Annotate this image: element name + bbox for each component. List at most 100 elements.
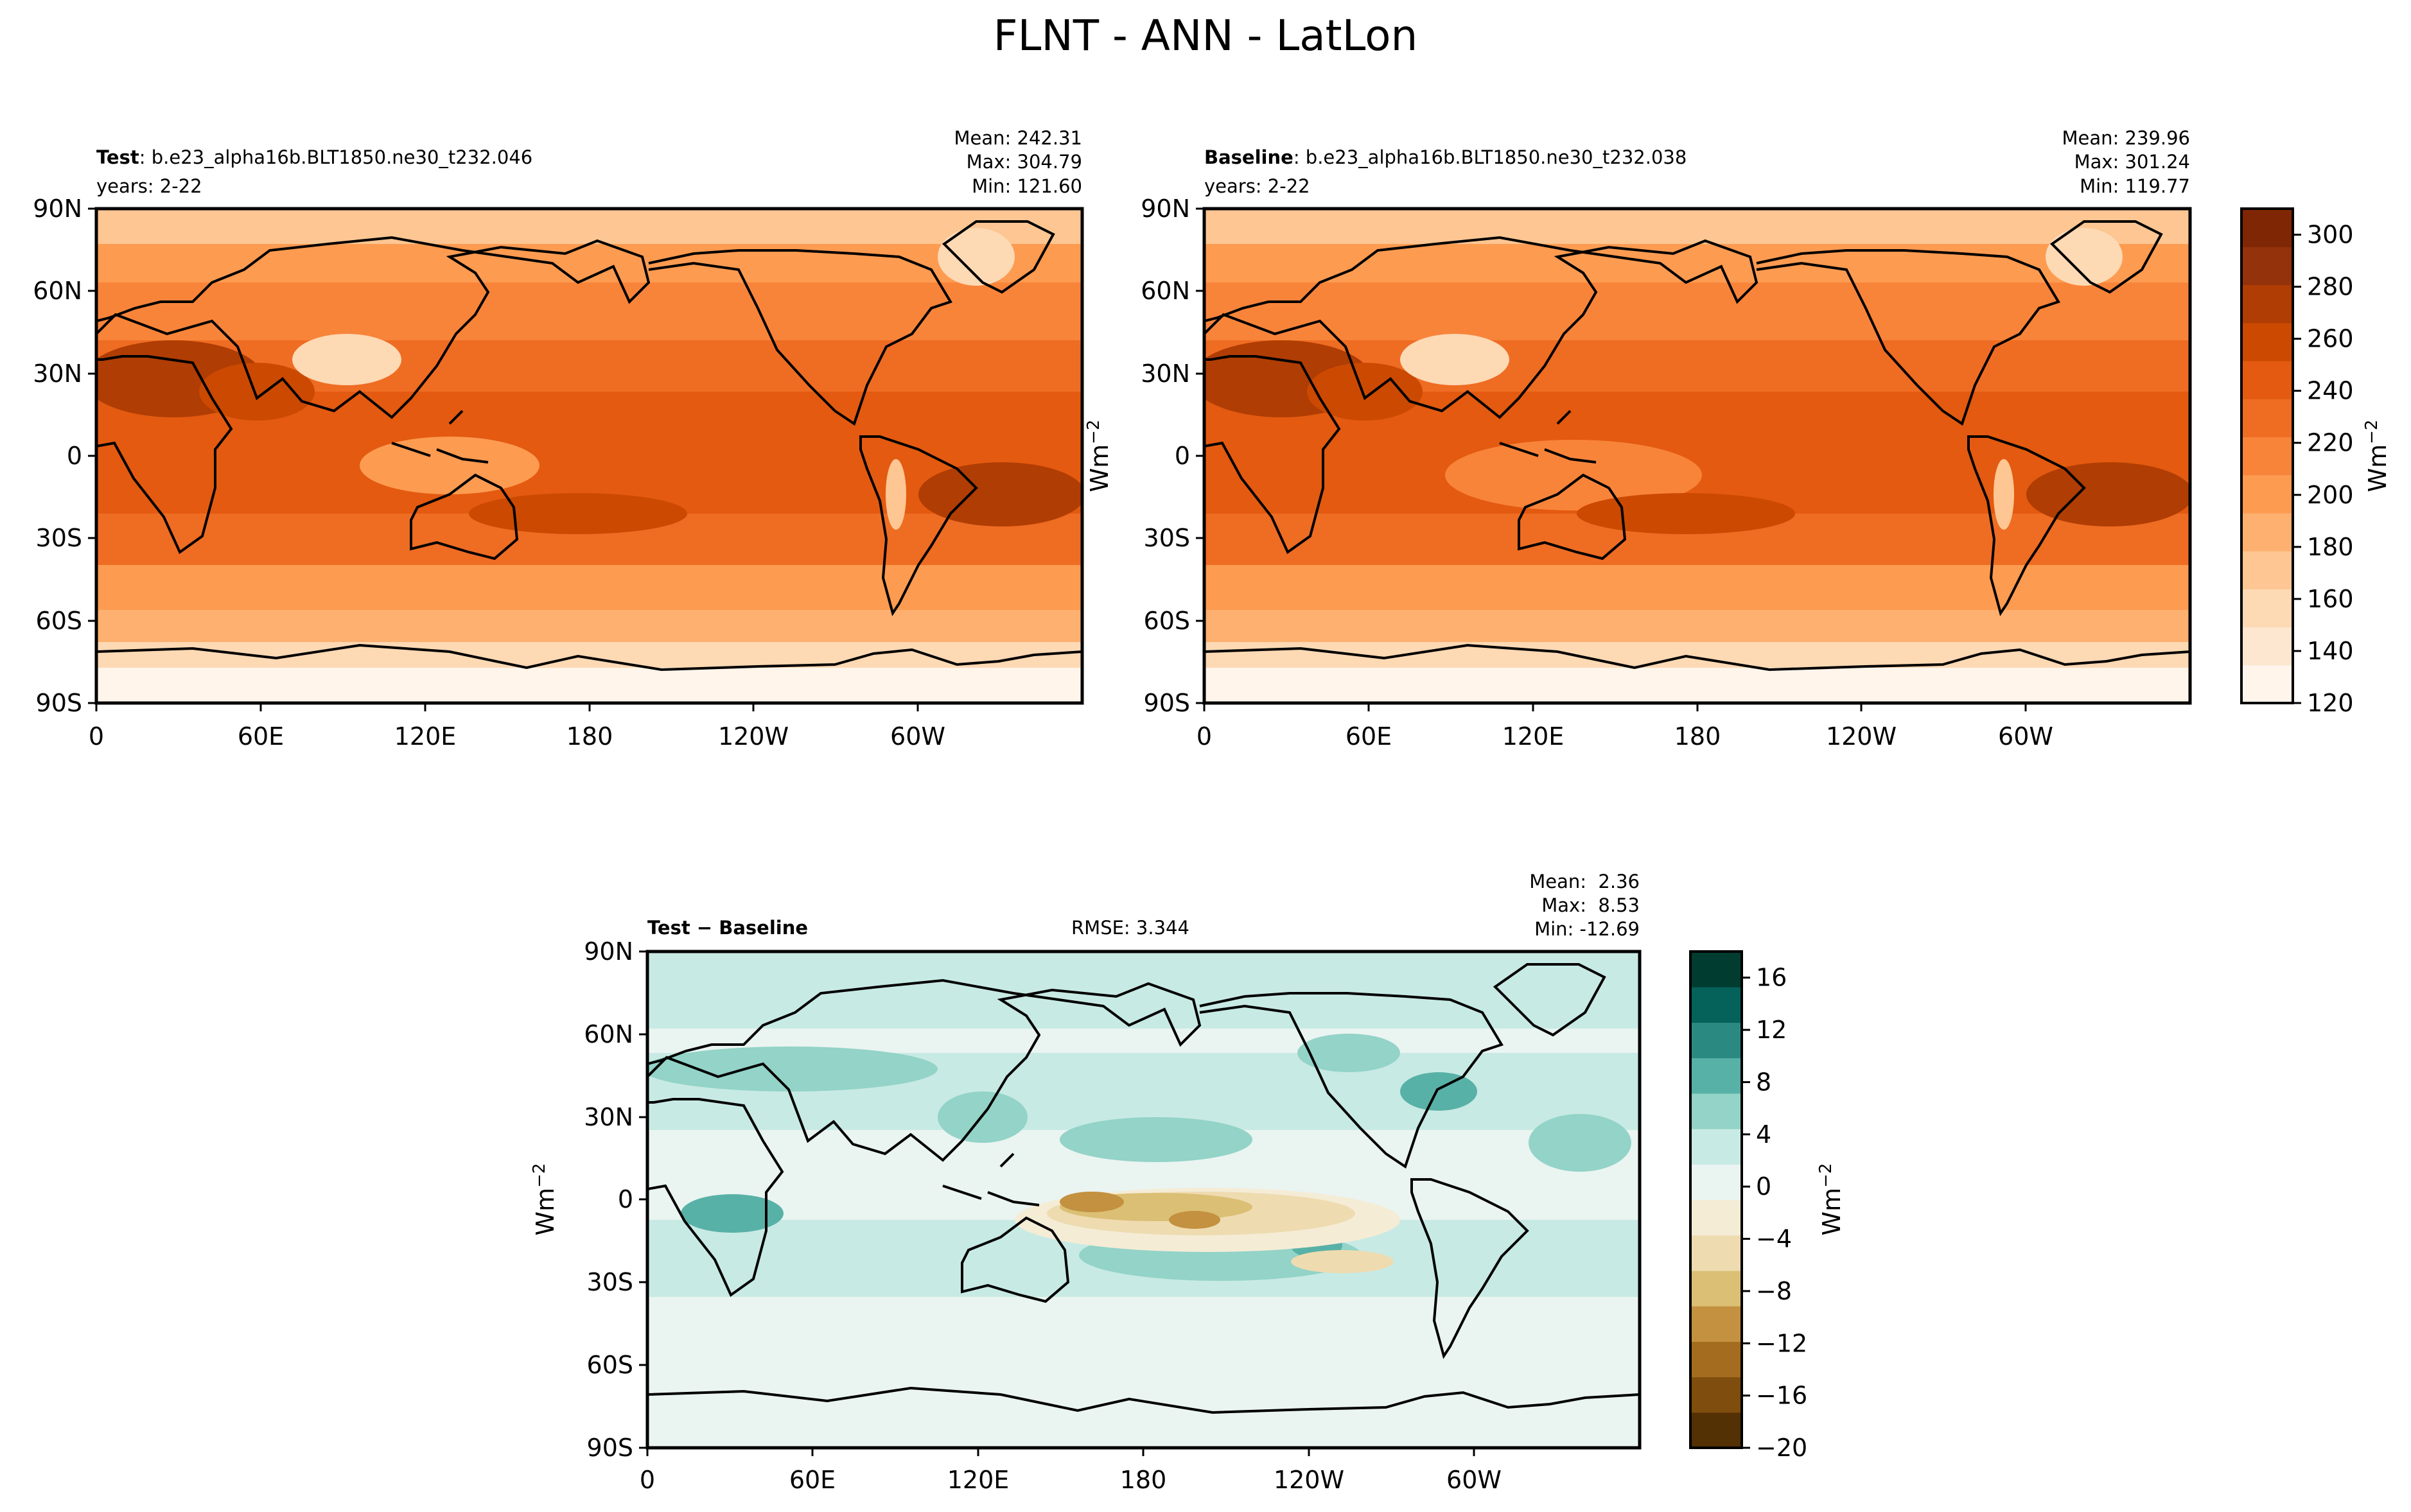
panel-diff-xtick-5: 60W [1446, 1466, 1502, 1494]
band-c-1 [647, 952, 1640, 1029]
blob-b-sepac [2026, 462, 2190, 526]
cbar-bot-tick-4: 0 [1756, 1172, 1771, 1201]
panel-diff-xtick-2: 120E [947, 1466, 1010, 1494]
cbar-bot-swatch-7 [1690, 1164, 1742, 1201]
colorbar-top-swatches [2241, 209, 2293, 704]
coast-a-namerica [648, 249, 952, 426]
panel-test-years: years: 2-22 [96, 175, 202, 197]
cbar-top-tick-0: 300 [2307, 221, 2354, 249]
cbar-top-tick-8: 140 [2307, 637, 2354, 665]
panel-test-stat-max: Max: 304.79 [967, 151, 1082, 173]
panel-diff-coasts [647, 963, 1640, 1414]
panel-test-ytick-5: 60S [36, 607, 82, 635]
cbar-bot-tick-8: −16 [1756, 1382, 1807, 1410]
panel-diff-field [647, 952, 1640, 1448]
panel-diff-ytick-1: 60N [584, 1020, 633, 1048]
cbar-bot-swatch-9 [1690, 1093, 1742, 1129]
panel-baseline-stat-max: Max: 301.24 [2074, 151, 2190, 173]
colorbar-top-ticks: 300 280 260 240 220 200 180 160 140 120 [2293, 221, 2354, 717]
cbar-top-tick-6: 180 [2307, 533, 2354, 561]
panel-baseline-xtick-2: 120E [1502, 722, 1565, 751]
panel-diff-rmse: RMSE: 3.344 [1071, 917, 1189, 939]
panel-baseline-stat-mean: Mean: 239.96 [2062, 127, 2190, 149]
cbar-top-tick-1: 280 [2307, 273, 2354, 301]
panel-baseline-ytick-5: 60S [1144, 607, 1190, 635]
panel-test-ytick-2: 30N [33, 360, 82, 388]
panel-test-ytick-3: 0 [67, 442, 82, 470]
panel-baseline-label-rest: : b.e23_alpha16b.BLT1850.ne30_t232.038 [1293, 146, 1687, 168]
blob-c-16 [1291, 1250, 1394, 1273]
panel-baseline-ytick-3: 0 [1175, 442, 1190, 470]
cbar-bot-swatch-3 [1690, 1306, 1742, 1342]
cbar-top-tick-4: 220 [2307, 429, 2354, 457]
colorbar-top-units-sup: −2 [2362, 420, 2381, 444]
blob-b-spac [1577, 493, 1795, 534]
cbar-bot-tick-6: −8 [1756, 1277, 1792, 1305]
cbar-bot-swatch-2 [1690, 1341, 1742, 1378]
blob-a-spac [469, 493, 687, 534]
blob-c-6 [1529, 1114, 1631, 1172]
cbar-top-swatch-7 [2241, 399, 2293, 437]
colorbar-bottom: 16 12 8 4 0 −4 −8 −12 −16 −20 Wm−2 [1689, 950, 1846, 1462]
blob-b-andes [1994, 459, 2014, 530]
cbar-bot-tick-9: −20 [1756, 1434, 1807, 1462]
panel-test-ytick-1: 60N [33, 277, 82, 305]
panel-test-xtick-1: 60E [238, 722, 284, 751]
panel-test-xtick-2: 120E [394, 722, 457, 751]
panel-baseline-years: years: 2-22 [1204, 175, 1310, 197]
panel-diff-stat-max: Max: 8.53 [1541, 894, 1640, 916]
band-a-8 [96, 565, 1082, 610]
panel-baseline-yticks: 90N 60N 30N 0 30S 60S 90S [1141, 195, 1204, 717]
cbar-top-swatch-1 [2241, 627, 2293, 666]
cbar-bot-swatch-5 [1690, 1235, 1742, 1271]
panel-test-ytick-6: 90S [36, 689, 82, 717]
coast-a-eurasia [96, 236, 651, 419]
panel-baseline-xtick-1: 60E [1346, 722, 1392, 751]
panel-baseline-xticks: 0 60E 120E 180 120W 60W [1197, 703, 2053, 751]
cbar-bot-swatch-8 [1690, 1129, 1742, 1165]
cbar-bot-swatch-0 [1690, 1412, 1742, 1448]
coast-a-antarctica [96, 643, 1082, 672]
colorbar-bottom-units: Wm−2 [1816, 1163, 1846, 1236]
figure-title: FLNT - ANN - LatLon [994, 11, 1418, 60]
panel-baseline-label: Baseline: b.e23_alpha16b.BLT1850.ne30_t2… [1204, 146, 1687, 168]
panel-test-label-rest: : b.e23_alpha16b.BLT1850.ne30_t232.046 [139, 146, 532, 168]
cbar-top-swatch-12 [2241, 209, 2293, 247]
panel-test-units: Wm−2 [1084, 420, 1114, 492]
panel-test-stat-mean: Mean: 242.31 [954, 127, 1082, 149]
panel-baseline-label-bold: Baseline [1204, 146, 1293, 168]
panel-test-xticks: 0 60E 120E 180 120W 60W [89, 703, 945, 751]
panel-diff-ytick-2: 30N [584, 1103, 633, 1131]
panel-diff-ytick-6: 90S [587, 1434, 633, 1462]
coast-c-eurasia [647, 978, 1202, 1162]
band-b-8 [1204, 610, 2190, 642]
coast-b-indonesia [1499, 410, 1597, 464]
colorbar-top-units: Wm−2 [2362, 420, 2392, 492]
panel-test-xtick-5: 60W [890, 722, 945, 751]
panel-test-label-bold: Test [96, 146, 139, 168]
blob-c-8 [681, 1194, 784, 1233]
cbar-bot-tick-7: −12 [1756, 1329, 1807, 1357]
band-a-11 [96, 668, 1082, 703]
coast-c-namerica [1199, 992, 1504, 1169]
colorbar-bottom-units-base: Wm [1818, 1188, 1846, 1236]
coast-b-greenland [2049, 220, 2163, 294]
coast-b-africa [1204, 355, 1341, 555]
panel-baseline-field [1204, 209, 2190, 703]
cbar-bot-swatch-12 [1690, 987, 1742, 1023]
cbar-top-swatch-2 [2241, 589, 2293, 628]
coast-b-samerica [1967, 435, 2086, 616]
cbar-top-swatch-11 [2241, 247, 2293, 286]
panel-test-field [96, 209, 1082, 703]
panel-baseline-xtick-5: 60W [1998, 722, 2053, 751]
panel-baseline-stat-min: Min: 119.77 [2080, 175, 2190, 197]
cbar-top-tick-5: 200 [2307, 481, 2354, 509]
cbar-bot-tick-1: 12 [1756, 1016, 1787, 1044]
colorbar-bottom-swatches [1690, 952, 1742, 1448]
cbar-bot-swatch-11 [1690, 1022, 1742, 1059]
coast-c-australia [961, 1216, 1070, 1303]
cbar-top-tick-9: 120 [2307, 689, 2354, 717]
panel-test-ytick-4: 30S [36, 524, 82, 552]
panel-diff-xtick-3: 180 [1120, 1466, 1167, 1494]
